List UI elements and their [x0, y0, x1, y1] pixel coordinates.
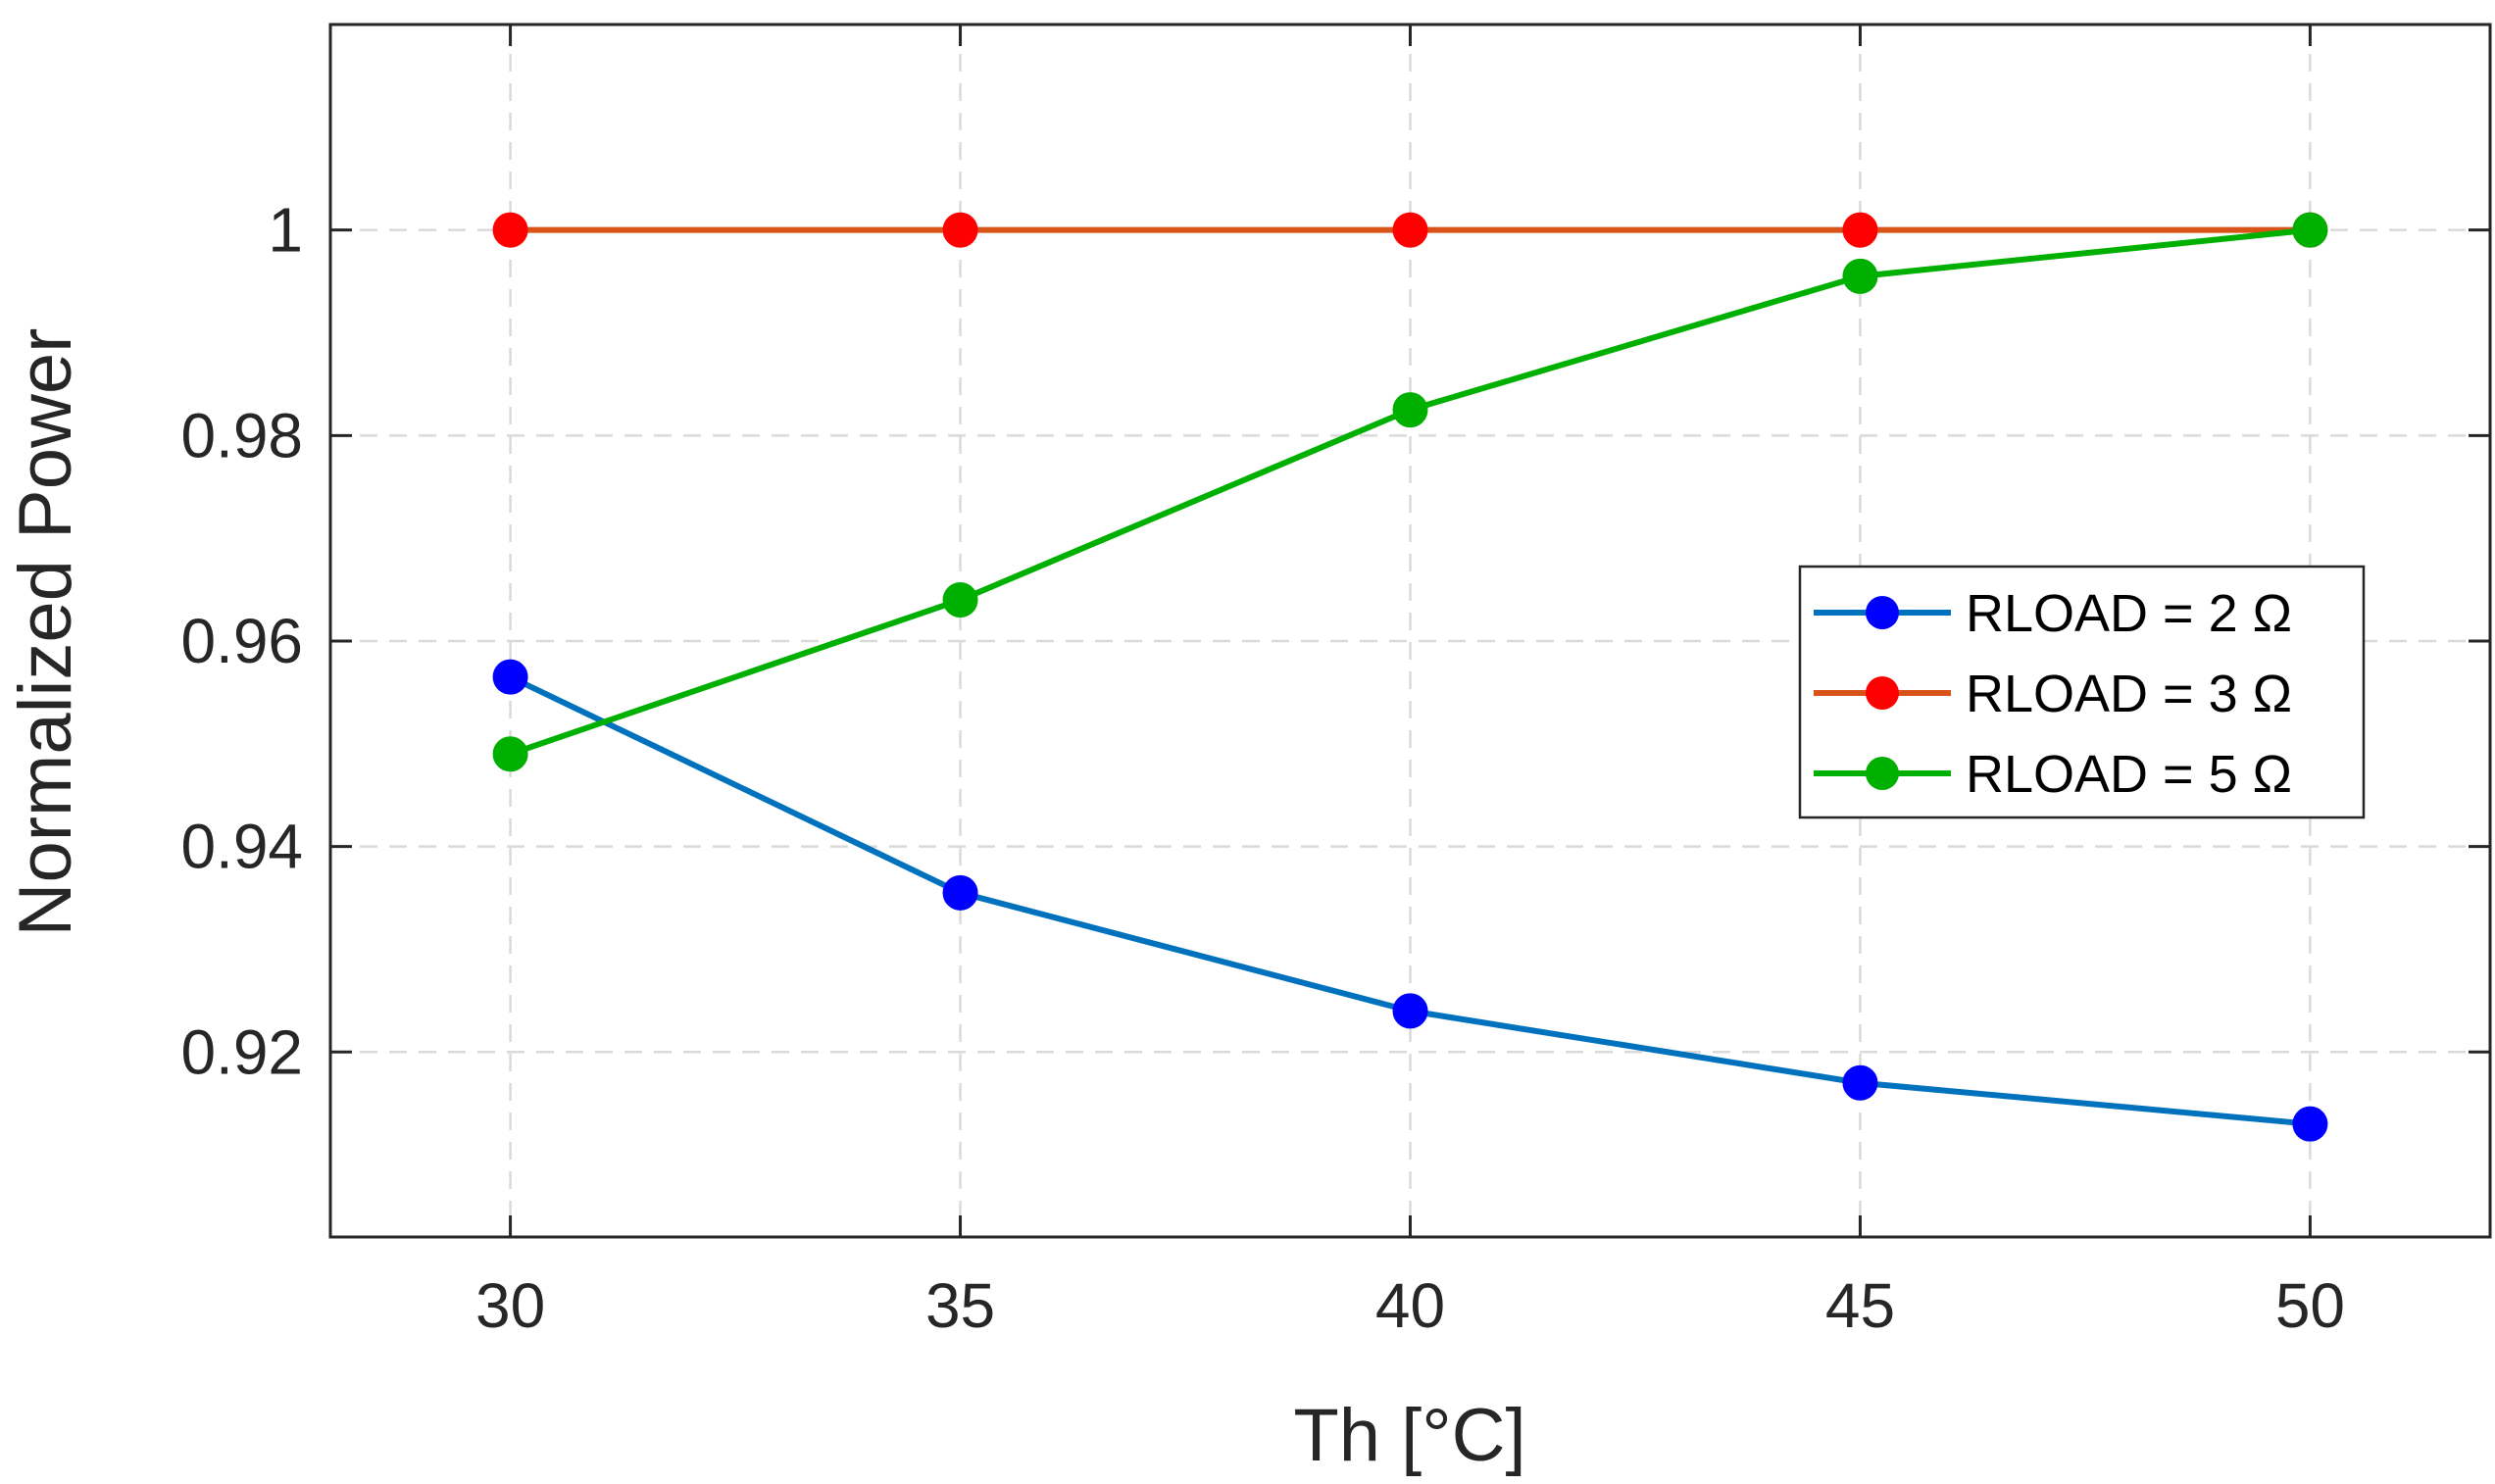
legend-marker	[1866, 596, 1899, 629]
data-point	[1392, 212, 1428, 248]
legend-label: RLOAD = 3 Ω	[1966, 665, 2292, 723]
data-point	[942, 582, 978, 618]
legend-entries: RLOAD = 2 Ω RLOAD = 3 Ω RLOAD = 5 Ω	[1814, 584, 2292, 804]
data-point	[2292, 1106, 2328, 1142]
data-point	[942, 212, 978, 248]
legend-marker	[1866, 676, 1899, 710]
x-tick-label: 40	[1375, 1270, 1445, 1341]
data-point	[1842, 1064, 1878, 1101]
data-point	[1842, 258, 1878, 294]
y-tick-label: 0.96	[180, 606, 303, 676]
data-point	[492, 659, 528, 695]
legend-marker	[1866, 757, 1899, 790]
series-3	[492, 212, 2328, 772]
x-tick-label: 30	[475, 1270, 545, 1341]
data-point	[1392, 392, 1428, 428]
series-2	[492, 212, 2328, 248]
legend-label: RLOAD = 5 Ω	[1966, 745, 2292, 804]
x-axis-title: Th [°C]	[1293, 1394, 1525, 1477]
y-tick-label: 0.94	[180, 812, 303, 882]
data-point	[1392, 993, 1428, 1029]
data-point	[492, 212, 528, 248]
data-point	[492, 736, 528, 772]
series-group	[492, 212, 2328, 1142]
data-point	[942, 874, 978, 911]
x-tick-label: 45	[1825, 1270, 1895, 1341]
legend-entry: RLOAD = 2 Ω	[1814, 584, 2292, 643]
series-1	[492, 659, 2328, 1142]
y-tick-label: 1	[268, 195, 303, 266]
y-tick-label: 0.98	[180, 400, 303, 470]
data-point	[2292, 212, 2328, 248]
x-tick-label: 35	[925, 1270, 995, 1341]
legend-label: RLOAD = 2 Ω	[1966, 584, 2292, 643]
legend: RLOAD = 2 Ω RLOAD = 3 Ω RLOAD = 5 Ω	[1798, 565, 2366, 819]
legend-entry: RLOAD = 3 Ω	[1814, 665, 2292, 723]
legend-entry: RLOAD = 5 Ω	[1814, 745, 2292, 804]
y-axis-title: Normalized Power	[4, 328, 87, 937]
x-tick-label: 50	[2275, 1270, 2345, 1341]
x-axis-ticks: 30 35 40 45 50	[475, 25, 2345, 1341]
data-point	[1842, 212, 1878, 248]
y-axis-ticks: 0.92 0.94 0.96 0.98 1	[180, 195, 2490, 1087]
y-tick-label: 0.92	[180, 1016, 303, 1087]
